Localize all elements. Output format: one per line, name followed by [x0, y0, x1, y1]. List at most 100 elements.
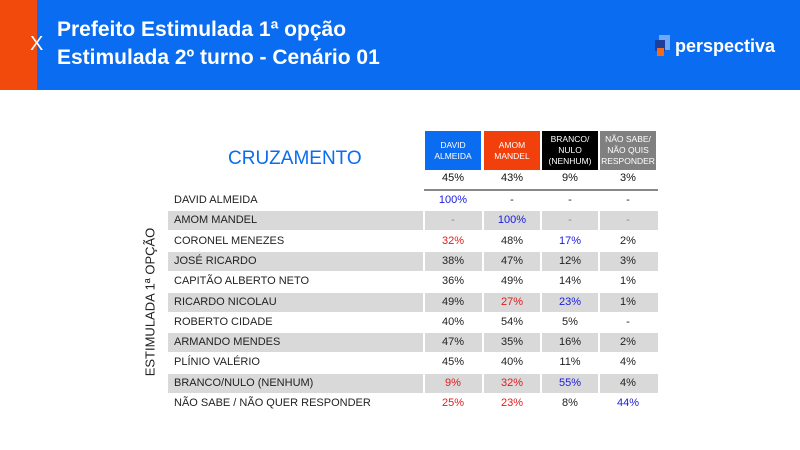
- column-header-line: MANDEL: [494, 150, 530, 161]
- column-divider: [598, 394, 600, 413]
- column-divider: [423, 312, 425, 332]
- row-label: RICARDO NICOLAU: [174, 295, 277, 308]
- column-divider: [423, 333, 425, 353]
- table-row: ARMANDO MENDES 47% 35% 16% 2%: [168, 333, 658, 353]
- column-total: 45%: [441, 172, 465, 184]
- column-divider: [540, 211, 542, 231]
- column-divider: [423, 211, 425, 231]
- column-header-line: NÃO QUIS: [607, 145, 649, 155]
- cell-value: -: [626, 315, 630, 328]
- cell-value: 4%: [620, 356, 636, 369]
- cell-value: 49%: [500, 275, 524, 288]
- table-row: AMOM MANDEL - 100% - -: [168, 211, 658, 231]
- close-icon[interactable]: X: [30, 33, 44, 55]
- column-header: BRANCO/NULO (NENHUM): [542, 131, 598, 170]
- column-divider: [540, 312, 542, 332]
- row-label: JOSÉ RICARDO: [174, 254, 257, 267]
- cell-value: 17%: [558, 234, 582, 247]
- page-title: Prefeito Estimulada 1ª opção Estimulada …: [57, 16, 380, 72]
- table-row: ROBERTO CIDADE 40% 54% 5% -: [168, 312, 658, 332]
- column-divider: [540, 251, 542, 271]
- column-header-line: RESPONDER: [601, 156, 655, 166]
- column-divider: [540, 353, 542, 373]
- cell-value: 4%: [620, 376, 636, 389]
- column-header-line: ALMEIDA: [434, 150, 472, 161]
- column-divider: [482, 211, 484, 231]
- column-divider: [423, 292, 425, 312]
- cell-value: 9%: [445, 376, 461, 389]
- column-header-line: (NENHUM): [548, 156, 592, 166]
- cell-value: 55%: [558, 376, 582, 389]
- row-label: NÃO SABE / NÃO QUER RESPONDER: [174, 397, 371, 409]
- table-row: PLÍNIO VALÉRIO 45% 40% 11% 4%: [168, 353, 658, 373]
- column-divider: [598, 333, 600, 353]
- cell-value: 54%: [500, 315, 524, 328]
- cell-value: 12%: [558, 254, 582, 267]
- cell-value: -: [626, 194, 630, 206]
- column-divider: [598, 353, 600, 373]
- table-row: JOSÉ RICARDO 38% 47% 12% 3%: [168, 251, 658, 271]
- table-row: CORONEL MENEZES 32% 48% 17% 2%: [168, 231, 658, 251]
- column-divider: [540, 191, 542, 210]
- cell-value: 23%: [558, 295, 582, 308]
- cell-value: 32%: [500, 376, 524, 389]
- row-label: ROBERTO CIDADE: [174, 315, 273, 328]
- cell-value: 47%: [441, 336, 465, 349]
- cell-value: 35%: [500, 336, 524, 349]
- column-header-line: DAVID: [440, 139, 466, 150]
- cell-value: 11%: [559, 356, 581, 369]
- cell-value: 40%: [441, 315, 465, 328]
- cell-value: 2%: [620, 336, 636, 349]
- table-title: CRUZAMENTO: [228, 148, 362, 169]
- cell-value: 100%: [438, 194, 468, 206]
- column-header: NÃO SABE/NÃO QUIS RESPONDER: [600, 131, 656, 170]
- column-divider: [423, 394, 425, 413]
- table-row: NÃO SABE / NÃO QUER RESPONDER 25% 23% 8% 44%: [168, 394, 658, 413]
- table-row: DAVID ALMEIDA 100% - - -: [168, 191, 658, 210]
- perspectiva-logo: perspectiva: [655, 35, 775, 57]
- column-divider: [598, 191, 600, 210]
- column-total: 9%: [562, 172, 578, 184]
- column-divider: [423, 353, 425, 373]
- cell-value: -: [568, 214, 572, 227]
- column-header-line: NÃO SABE/: [605, 134, 651, 144]
- row-label: DAVID ALMEIDA: [174, 194, 258, 206]
- cell-value: 49%: [441, 295, 465, 308]
- table-row: RICARDO NICOLAU 49% 27% 23% 1%: [168, 292, 658, 312]
- column-divider: [423, 231, 425, 251]
- cell-value: 25%: [441, 397, 465, 409]
- column-divider: [598, 373, 600, 393]
- row-label: PLÍNIO VALÉRIO: [174, 356, 260, 369]
- column-divider: [540, 231, 542, 251]
- row-label: ARMANDO MENDES: [174, 336, 281, 349]
- column-total: 43%: [500, 172, 524, 184]
- cell-value: 44%: [616, 397, 640, 409]
- cell-value: 48%: [500, 234, 524, 247]
- row-label: CORONEL MENEZES: [174, 234, 285, 247]
- row-axis-label: ESTIMULADA 1ª OPÇÃO: [142, 227, 158, 377]
- row-label: CAPITÃO ALBERTO NETO: [174, 275, 310, 288]
- cell-value: 40%: [500, 356, 524, 369]
- column-divider: [482, 191, 484, 210]
- column-divider: [598, 231, 600, 251]
- cell-value: 2%: [620, 234, 636, 247]
- column-divider: [482, 373, 484, 393]
- cell-value: -: [510, 194, 514, 206]
- title-line-2: Estimulada 2º turno - Cenário 01: [57, 46, 380, 69]
- cell-value: 14%: [558, 275, 582, 288]
- cell-value: -: [568, 194, 572, 206]
- cell-value: 47%: [500, 254, 524, 267]
- table-row: CAPITÃO ALBERTO NETO 36% 49% 14% 1%: [168, 272, 658, 292]
- column-total: 3%: [620, 172, 636, 184]
- column-header: AMOM MANDEL: [484, 131, 540, 170]
- column-divider: [598, 211, 600, 231]
- column-divider: [540, 333, 542, 353]
- cell-value: 23%: [500, 397, 524, 409]
- column-divider: [482, 292, 484, 312]
- column-divider: [482, 312, 484, 332]
- row-label: BRANCO/NULO (NENHUM): [174, 376, 314, 389]
- header-bar: X Prefeito Estimulada 1ª opção Estimulad…: [0, 0, 800, 90]
- column-divider: [482, 333, 484, 353]
- column-divider: [598, 251, 600, 271]
- cell-value: 3%: [620, 254, 636, 267]
